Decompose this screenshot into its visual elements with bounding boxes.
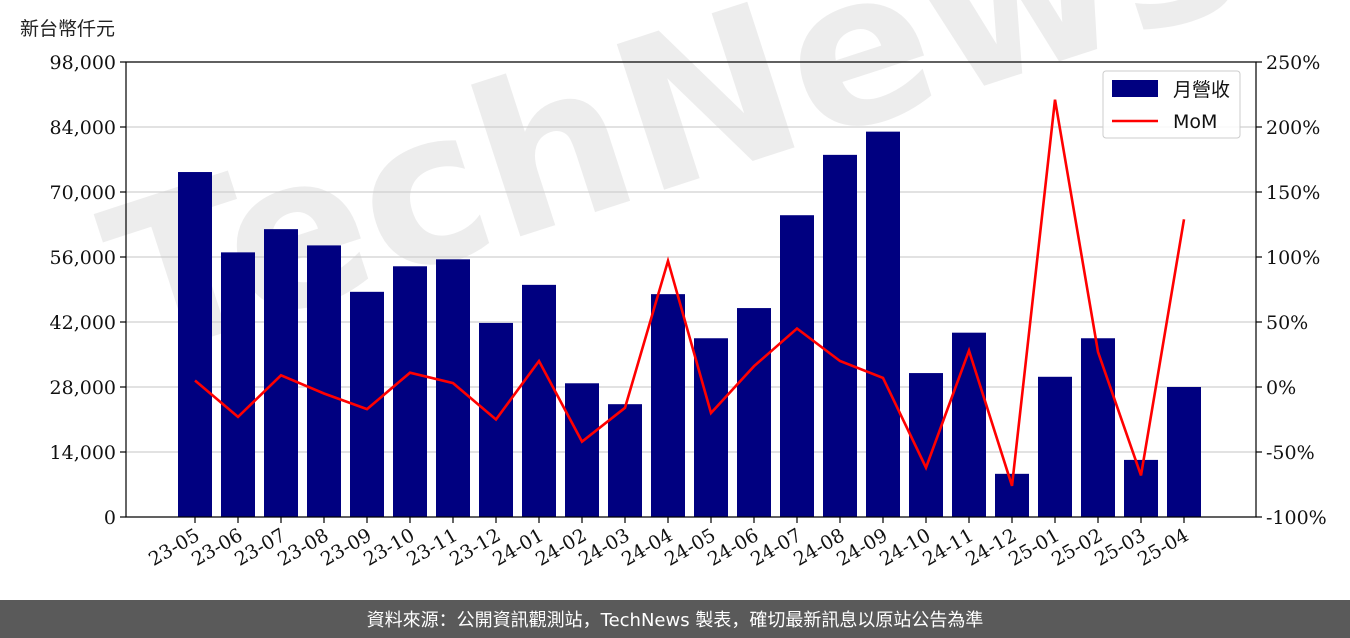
plot-frame	[125, 61, 1257, 518]
bar-23-11	[436, 259, 470, 517]
bar-25-04	[1167, 387, 1201, 517]
bar-series	[178, 131, 1201, 518]
bar-24-01	[522, 284, 556, 517]
right-tick-label: 0%	[1266, 377, 1296, 399]
legend-swatch-bar	[1112, 80, 1158, 97]
right-tick-label: -100%	[1266, 507, 1327, 529]
bar-24-06	[737, 308, 771, 517]
bar-23-05	[178, 172, 212, 518]
right-tick-label: 200%	[1266, 117, 1320, 139]
right-tick-label: -50%	[1266, 442, 1315, 464]
revenue-chart: TechNews 014,00028,00042,00056,00070,000…	[50, 0, 1327, 571]
bar-23-10	[393, 266, 427, 517]
bar-23-07	[264, 229, 298, 517]
right-tick-label: 150%	[1266, 182, 1320, 204]
source-footer: 資料來源：公開資訊觀測站，TechNews 製表，確切最新訊息以原站公告為準	[0, 600, 1350, 638]
legend: 月營收 MoM	[1102, 70, 1241, 139]
legend-label-bar: 月營收	[1173, 79, 1230, 101]
x-tick-label: 25-04	[1134, 524, 1192, 570]
bar-23-08	[307, 245, 341, 517]
bar-25-01	[1038, 376, 1072, 517]
left-tick-label: 42,000	[50, 312, 116, 334]
left-tick-label: 98,000	[50, 52, 116, 74]
left-tick-label: 14,000	[50, 442, 116, 464]
y-axis-unit-label: 新台幣仟元	[20, 18, 116, 40]
right-tick-label: 100%	[1266, 247, 1320, 269]
bar-24-08	[823, 154, 857, 517]
right-tick-label: 250%	[1266, 52, 1320, 74]
bar-24-09	[866, 131, 900, 517]
mom-line	[194, 99, 1186, 487]
bar-25-02	[1081, 338, 1115, 517]
left-tick-label: 56,000	[50, 247, 116, 269]
legend-label-line: MoM	[1173, 111, 1217, 133]
bar-24-03	[608, 404, 642, 517]
bar-24-07	[780, 215, 814, 517]
bar-24-02	[565, 383, 599, 517]
bar-24-11	[952, 332, 986, 517]
bar-23-06	[221, 252, 255, 517]
bar-24-04	[651, 294, 685, 517]
left-tick-label: 28,000	[50, 377, 116, 399]
bar-24-05	[694, 338, 728, 517]
left-tick-label: 84,000	[50, 117, 116, 139]
left-tick-label: 70,000	[50, 182, 116, 204]
line-series	[194, 99, 1186, 487]
right-tick-label: 50%	[1266, 312, 1308, 334]
left-tick-label: 0	[104, 507, 116, 529]
